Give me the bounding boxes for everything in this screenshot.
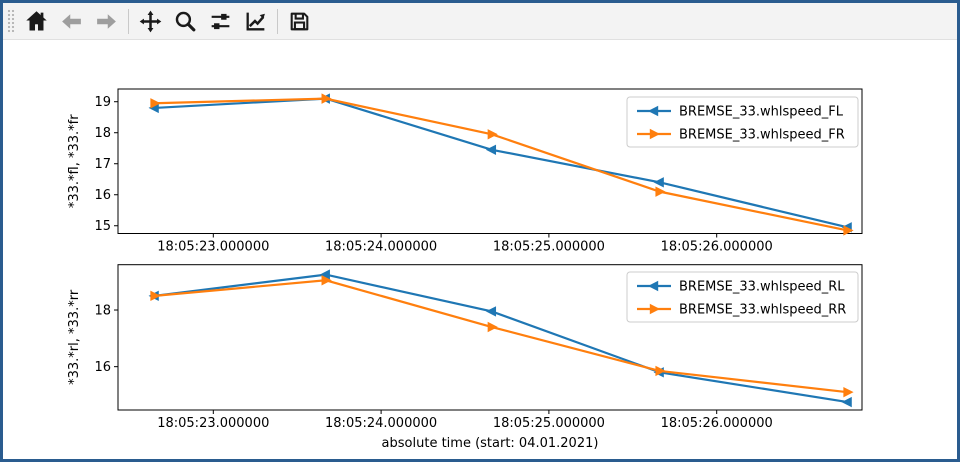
zoom-magnifier-icon [173, 9, 198, 34]
legend-box [626, 96, 859, 148]
data-point-marker [150, 98, 161, 109]
y-tick-label: 18 [94, 304, 111, 319]
toolbar-drag-handle[interactable] [7, 8, 15, 34]
forward-arrow-icon [94, 9, 119, 34]
x-tick-label: 18:05:25.000000 [493, 240, 605, 255]
legend: BREMSE_33.whlspeed_FL BREMSE_33.whlspeed_… [626, 96, 859, 148]
figure-svg: 18:05:23.000000 18:05:24.000000 18:05:25.0… [67, 88, 863, 451]
x-tick-label: 18:05:24.000000 [325, 240, 437, 255]
data-point-marker [150, 290, 161, 302]
x-tick-label: 18:05:26.000000 [661, 416, 773, 431]
legend-sample-marker [648, 280, 659, 292]
figure-canvas: 18:05:23.000000 18:05:24.000000 18:05:25.0… [3, 40, 957, 459]
data-point-marker [321, 93, 332, 104]
legend-label: BREMSE_33.whlspeed_RR [679, 303, 846, 318]
save-floppy-icon [287, 9, 312, 34]
legend-box [626, 271, 859, 323]
data-point-marker [841, 396, 852, 408]
pan-arrows-icon [138, 9, 163, 34]
legend-label: BREMSE_33.whlspeed_RL [679, 280, 845, 295]
line-chart-icon [243, 9, 268, 34]
y-tick-label: 17 [94, 157, 111, 172]
data-point-marker [487, 321, 498, 333]
top-plot: 18:05:23.000000 18:05:24.000000 18:05:25.0… [67, 88, 863, 255]
y-axis-label: *33.*fl, *33.*fr [67, 114, 82, 208]
data-point-marker [319, 269, 330, 280]
data-point-marker [655, 365, 666, 377]
back-arrow-icon [59, 9, 84, 34]
data-point-marker [321, 275, 332, 286]
legend-label: BREMSE_33.whlspeed_FR [679, 128, 845, 143]
y-tick-label: 15 [94, 219, 111, 234]
data-point-marker [485, 144, 497, 155]
data-point-marker [653, 177, 664, 188]
subplots-button[interactable] [204, 6, 237, 37]
data-point-marker [655, 186, 666, 197]
customize-button[interactable] [239, 6, 272, 37]
x-tick-label: 18:05:24.000000 [325, 416, 437, 431]
x-tick-label: 18:05:23.000000 [157, 240, 269, 255]
back-button[interactable] [55, 6, 88, 37]
legend-sample-marker [649, 128, 660, 140]
sliders-icon [208, 9, 233, 34]
navigation-toolbar [3, 3, 957, 40]
data-point-marker [843, 386, 854, 398]
x-tick-label: 18:05:26.000000 [661, 240, 773, 255]
forward-button[interactable] [90, 6, 123, 37]
x-tick-label: 18:05:25.000000 [493, 416, 605, 431]
data-point-marker [485, 306, 497, 317]
toolbar-buttons [19, 6, 317, 37]
toolbar-separator [128, 8, 129, 34]
legend-sample-marker [648, 105, 659, 117]
y-axis-label: *33.*rl, *33.*rr [67, 289, 82, 385]
x-axis-label: absolute time (start: 04.01.2021) [382, 436, 599, 451]
legend: BREMSE_33.whlspeed_RL BREMSE_33.whlspeed_… [626, 271, 859, 323]
home-icon [24, 9, 49, 34]
legend-sample-marker [649, 303, 660, 315]
pan-button[interactable] [134, 6, 167, 37]
zoom-button[interactable] [169, 6, 202, 37]
x-tick-label: 18:05:23.000000 [157, 416, 269, 431]
y-tick-label: 16 [94, 188, 111, 203]
data-point-marker [487, 129, 498, 140]
legend-label: BREMSE_33.whlspeed_FL [679, 105, 844, 120]
y-tick-label: 19 [94, 95, 111, 110]
y-tick-label: 18 [94, 126, 111, 141]
save-button[interactable] [283, 6, 316, 37]
y-tick-label: 16 [94, 360, 111, 375]
bottom-plot: 18:05:23.000000 18:05:24.000000 18:05:25.0… [67, 264, 863, 451]
home-button[interactable] [20, 6, 53, 37]
data-point-marker [843, 225, 854, 236]
toolbar-separator [277, 8, 278, 34]
